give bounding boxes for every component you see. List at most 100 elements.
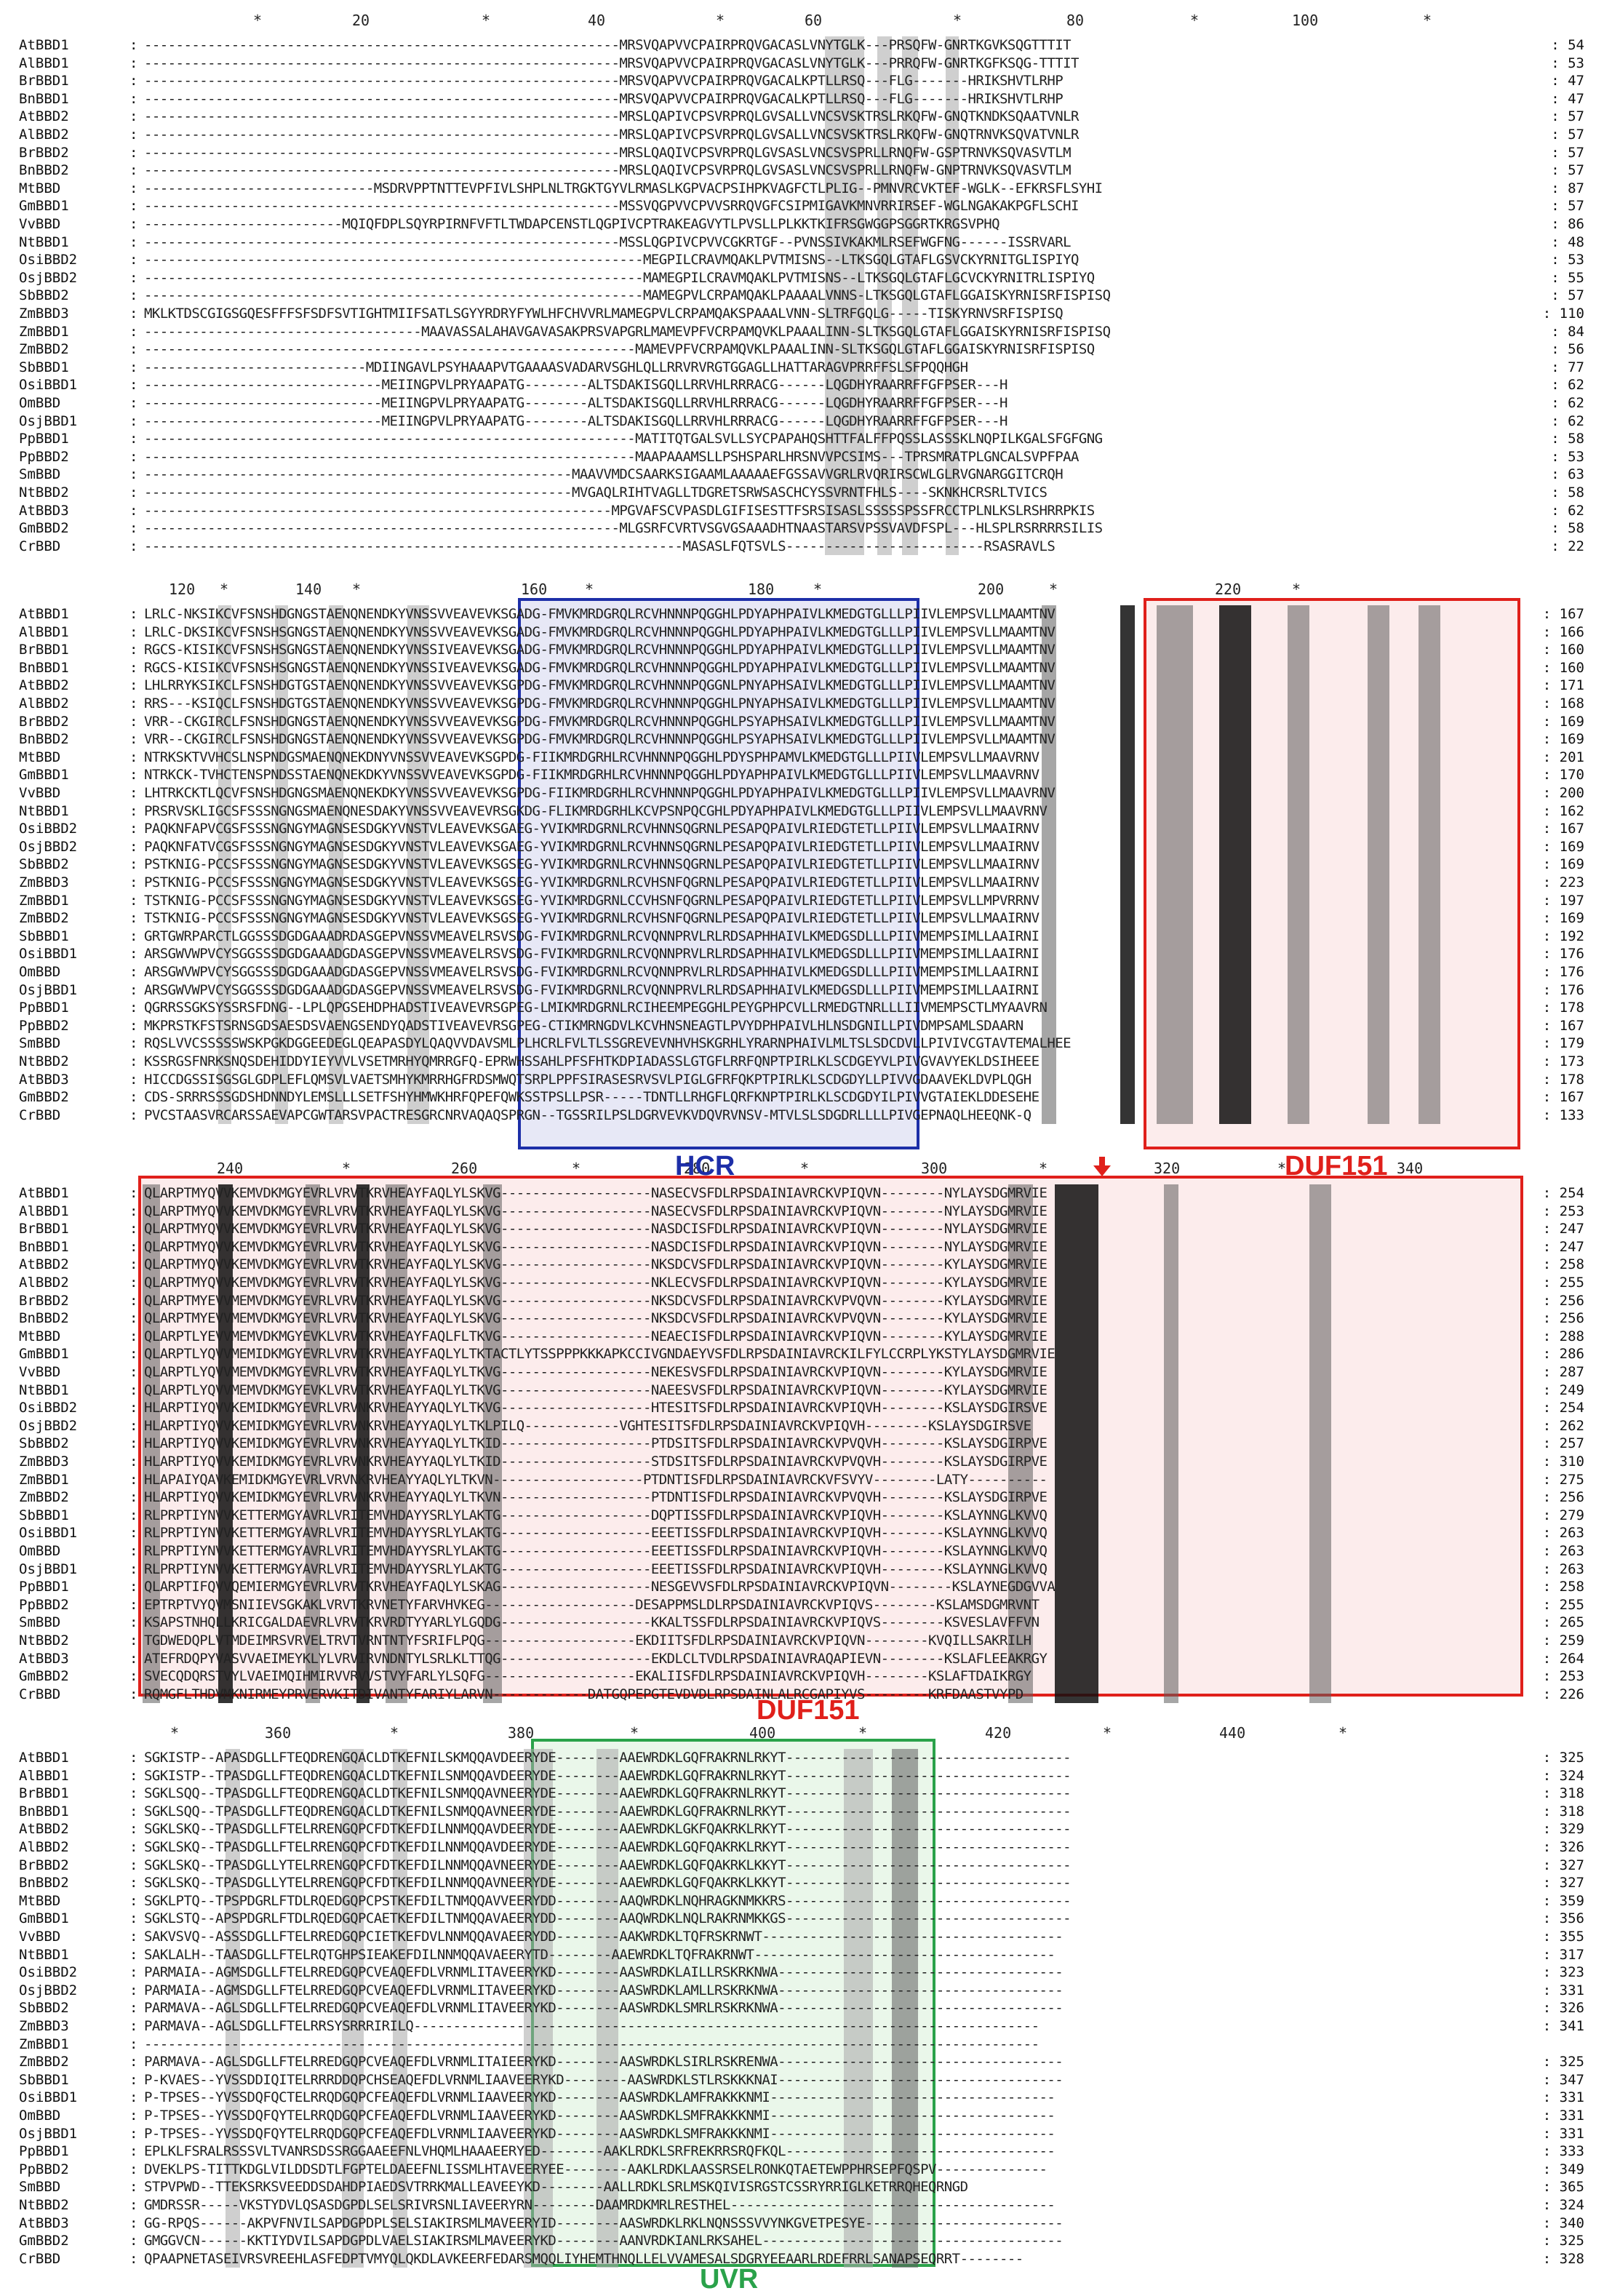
sequence-end-position: : 256 [1542,1292,1584,1309]
sequence-row: AtBBD3: GG-RPQS------AKPVFNVILSAPDGPDPLSE… [0,2215,1612,2232]
sequence-row: OsiBBD1: ARSGWVWPVCYSGGSSSDGDGAAADGDASGEP… [0,945,1612,962]
ruler-tick-label: 380 [508,1724,535,1742]
sequence-residues: HLARPTIYQVVKEMIDKMGYEVRLVRVNKRVHEAYYAQLY… [144,1400,1048,1416]
sequence-end-position: : 53 [1551,448,1584,465]
name-separator: : [129,55,138,71]
ruler-tick-label: * [953,12,962,29]
sequence-end-position: : 247 [1542,1238,1584,1255]
sequence-name: SmBBD [19,2179,61,2196]
sequence-row: BnBBD2: SGKLSKQ--TPASDGLLYTELRRENGQPCFDTK… [0,1874,1612,1892]
sequence-residues: ----------------------------------------… [144,269,1095,286]
sequence-row: AtBBD1: LRLC-NKSIKCVFSNSHDGNGSTAENQNENDKY… [0,605,1612,623]
conservation-shading [218,605,231,1125]
sequence-residues: ----------------------------------------… [144,520,1103,537]
sequence-end-position: : 192 [1542,928,1584,944]
name-separator: : [129,1238,138,1255]
sequence-end-position: : 262 [1542,1417,1584,1434]
name-separator: : [129,180,138,196]
sequence-end-position: : 223 [1542,874,1584,890]
sequence-row: VvBBD: QLARPTLYQVVMEMVDKMGYEVRLVRVTKRVHEA… [0,1363,1612,1381]
sequence-end-position: : 162 [1542,802,1584,819]
sequence-row: VvBBD: -------------------------MQIQFDPLS… [0,215,1612,233]
sequence-residues: ARSGWVWPVCYSGGSSSDGDGAAADGDASGEPVNSSVMEA… [144,946,1040,962]
sequence-name: PpBBD1 [19,1000,69,1016]
sequence-end-position: : 249 [1542,1382,1584,1398]
ruler-tick-label: * [1277,1160,1287,1177]
sequence-name: SbBBD2 [19,287,69,304]
sequence-row: MtBBD: QLARPTLYEVVMEMVDKMGYEVKLVRVTKRVHEA… [0,1328,1612,1345]
sequence-name: NtBBD1 [19,1946,69,1963]
sequence-residues: ----------------------------------------… [144,341,1095,358]
ruler-tick-label: 420 [985,1724,1012,1742]
name-separator: : [129,2125,138,2142]
ruler-tick-label: * [1103,1724,1112,1742]
sequence-residues: ----------------------------------------… [144,466,1064,483]
ruler-tick-label: 140 [295,581,322,598]
name-separator: : [129,713,138,730]
name-separator: : [129,838,138,855]
name-separator: : [129,144,138,161]
sequence-end-position: : 77 [1551,359,1584,375]
sequence-residues: QLARPTLYEVVMEMVDKMGYEVKLVRVTKRVHEAYFAQLF… [144,1328,1048,1344]
sequence-row: OsjBBD2: PARMAIA--AGMSDGLLFTELRREDGQPCVEA… [0,1982,1612,1999]
sequence-name: OsiBBD2 [19,1400,78,1416]
ruler-tick-label: 60 [805,12,823,29]
sequence-name: PpBBD1 [19,2143,69,2160]
sequence-row: OsiBBD2: PARMAIA--AGMSDGLLFTELRREDGQPCVEA… [0,1964,1612,1981]
name-separator: : [129,1275,138,1291]
sequence-row: OsiBBD1: P-TPSES--YVSSDQFQCTELRRQDGQPCFEA… [0,2089,1612,2106]
sequence-row: NtBBD2: GMDRSSR-----VKSTYDVLQSASDGPDLSELS… [0,2196,1612,2214]
sequence-end-position: : 254 [1542,1185,1584,1201]
sequence-row: BnBBD2: VRR--CKGIRCLFSNSHDGNGSTAENQNENDKY… [0,730,1612,748]
sequence-end-position: : 359 [1542,1892,1584,1909]
name-separator: : [129,1256,138,1273]
name-separator: : [129,1328,138,1344]
sequence-residues: ARSGWVWPVCYSGGSSSDGDGAAADGDASGEPVNSSVMEA… [144,981,1040,998]
ruler-tick-label: 320 [1154,1160,1181,1177]
sequence-residues: HLARPTIYQVVKEMIDKMGYEVRLVRVNKRVHEAYYAQLY… [144,1417,1032,1434]
sequence-residues: RLPRPTIYNVVKETTERMGYAVRLVRITEMVHDAYYSRLY… [144,1525,1048,1542]
sequence-name: BnBBD2 [19,731,69,748]
name-separator: : [129,252,138,268]
name-separator: : [129,1633,138,1649]
name-separator: : [129,2233,138,2249]
sequence-residues: PARMAIA--AGMSDGLLFTELRREDGQPCVEAQEFDLVRN… [144,1982,1064,1998]
sequence-row: OsjBBD1: RLPRPTIYNVVKETTERMGYAVRLVRITEMVH… [0,1560,1612,1578]
sequence-residues: GMDRSSR-----VKSTYDVLQSASDGPDLSELSRIVRSNL… [144,2197,1056,2213]
sequence-end-position: : 84 [1551,323,1584,340]
sequence-residues: PARMAVA--AGLSDGLLFTELRREDGQPCVEAQEFDLVRN… [144,2000,1064,2017]
name-separator: : [129,1346,138,1363]
sequence-row: NtBBD1: ---------------------------------… [0,234,1612,251]
sequence-end-position: : 287 [1542,1364,1584,1380]
sequence-name: AtBBD1 [19,606,69,622]
sequence-name: SbBBD2 [19,2000,69,2017]
sequence-row: PpBBD2: DVEKLPS-TITTKDGLVILDDSDTLFGPTELDA… [0,2161,1612,2178]
sequence-end-position: : 279 [1542,1507,1584,1523]
conservation-shading [356,1184,370,1704]
sequence-end-position: : 259 [1542,1633,1584,1649]
sequence-residues: ----------------------------------------… [144,37,1072,53]
ruler-tick-label: 360 [265,1724,292,1742]
sequence-residues: QLARPTMYQVVKEMVDKMGYEVRLVRVTKRVHEAYFAQLY… [144,1203,1048,1219]
sequence-residues: ----------------------------------------… [144,502,1095,519]
sequence-name: GmBBD1 [19,1346,69,1363]
sequence-name: OmBBD [19,964,61,980]
name-separator: : [129,341,138,358]
sequence-row: AlBBD2: QLARPTMYQVVKEMVDKMGYEVRLVRVTKRVHE… [0,1274,1612,1291]
sequence-row: GmBBD2: ---------------------------------… [0,519,1612,537]
sequence-name: AtBBD2 [19,1256,69,1273]
sequence-end-position: : 58 [1551,520,1584,537]
sequence-name: AtBBD1 [19,37,69,53]
sequence-end-position: : 57 [1551,162,1584,179]
name-separator: : [129,802,138,819]
sequence-residues: VRR--CKGIRCLFSNSHDGNGSTAENQNENDKYVNSSVVE… [144,731,1056,748]
name-separator: : [129,1668,138,1685]
sequence-name: OsiBBD2 [19,1964,78,1981]
sequence-residues: VRR--CKGIRCLFSNSHDGNGSTAENQNENDKYVNSSVVE… [144,713,1056,730]
sequence-residues: RQMGFLTHDVMKNIRMEYPRVERVKITDIVANTYFARIYL… [144,1686,1024,1702]
sequence-row: PpBBD2: MKPRSTKFSTSRNSGDSAESDSVAENGSENDYQ… [0,1017,1612,1035]
name-separator: : [129,731,138,748]
sequence-name: VvBBD [19,1929,61,1945]
sequence-name: BnBBD1 [19,90,69,107]
